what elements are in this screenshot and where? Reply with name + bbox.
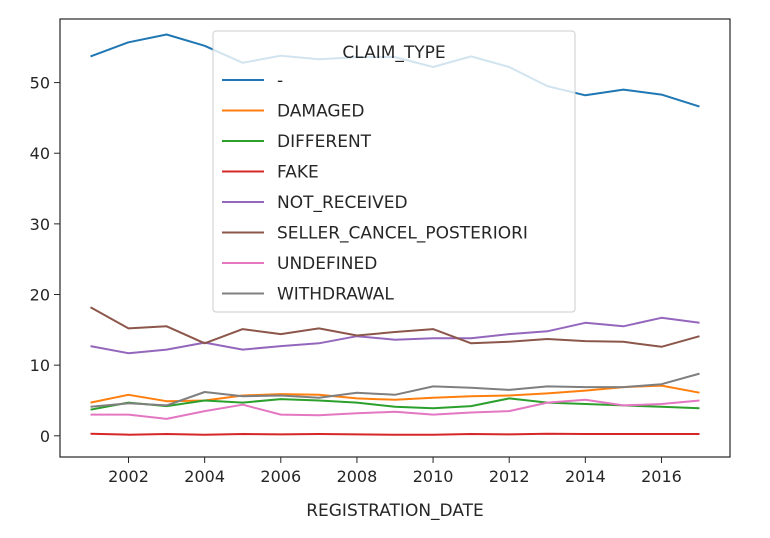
legend-items: - DAMAGED DIFFERENT FAKE NOT_RECEIVED SELLER_… bbox=[222, 71, 528, 305]
series-line-4 bbox=[90, 316, 700, 355]
y-tick-label: 40 bbox=[30, 144, 50, 163]
legend-label: - bbox=[277, 71, 283, 91]
axis-ticks: 2002 2004 2006 2008 2010 2012 2014 2016 0 10 20 30 4… bbox=[30, 74, 682, 486]
legend-title: CLAIM_TYPE bbox=[342, 43, 445, 63]
series-line-5 bbox=[90, 306, 700, 348]
legend-label: NOT_RECEIVED bbox=[277, 193, 408, 213]
series-line-6 bbox=[90, 398, 700, 420]
legend-label: FAKE bbox=[277, 163, 319, 183]
legend: CLAIM_TYPE - DAMAGED DIFFERENT FAKE NOT_RECE… bbox=[212, 30, 576, 313]
y-tick-label: 0 bbox=[40, 427, 50, 446]
y-tick-label: 10 bbox=[30, 356, 50, 375]
legend-frame bbox=[212, 30, 576, 313]
series-line-1 bbox=[90, 384, 700, 404]
series-line-2 bbox=[90, 397, 700, 411]
x-tick-label: 2010 bbox=[413, 467, 454, 486]
x-tick-label: 2012 bbox=[489, 467, 530, 486]
legend-label: UNDEFINED bbox=[277, 254, 377, 274]
series-line-7 bbox=[90, 372, 700, 408]
x-tick-label: 2002 bbox=[108, 467, 149, 486]
x-tick-label: 2006 bbox=[260, 467, 301, 486]
x-tick-label: 2016 bbox=[641, 467, 682, 486]
legend-label: SELLER_CANCEL_POSTERIORI bbox=[277, 224, 528, 244]
x-tick-label: 2014 bbox=[565, 467, 606, 486]
series-lines bbox=[90, 33, 700, 436]
x-tick-label: 2004 bbox=[184, 467, 225, 486]
legend-label: DAMAGED bbox=[277, 102, 364, 122]
legend-label: WITHDRAWAL bbox=[277, 285, 394, 305]
y-tick-label: 20 bbox=[30, 286, 50, 305]
series-line-3 bbox=[90, 432, 700, 436]
x-axis-label: REGISTRATION_DATE bbox=[306, 501, 484, 521]
y-tick-label: 50 bbox=[30, 74, 50, 93]
x-tick-label: 2008 bbox=[337, 467, 378, 486]
y-tick-label: 30 bbox=[30, 215, 50, 234]
legend-label: DIFFERENT bbox=[277, 132, 372, 152]
